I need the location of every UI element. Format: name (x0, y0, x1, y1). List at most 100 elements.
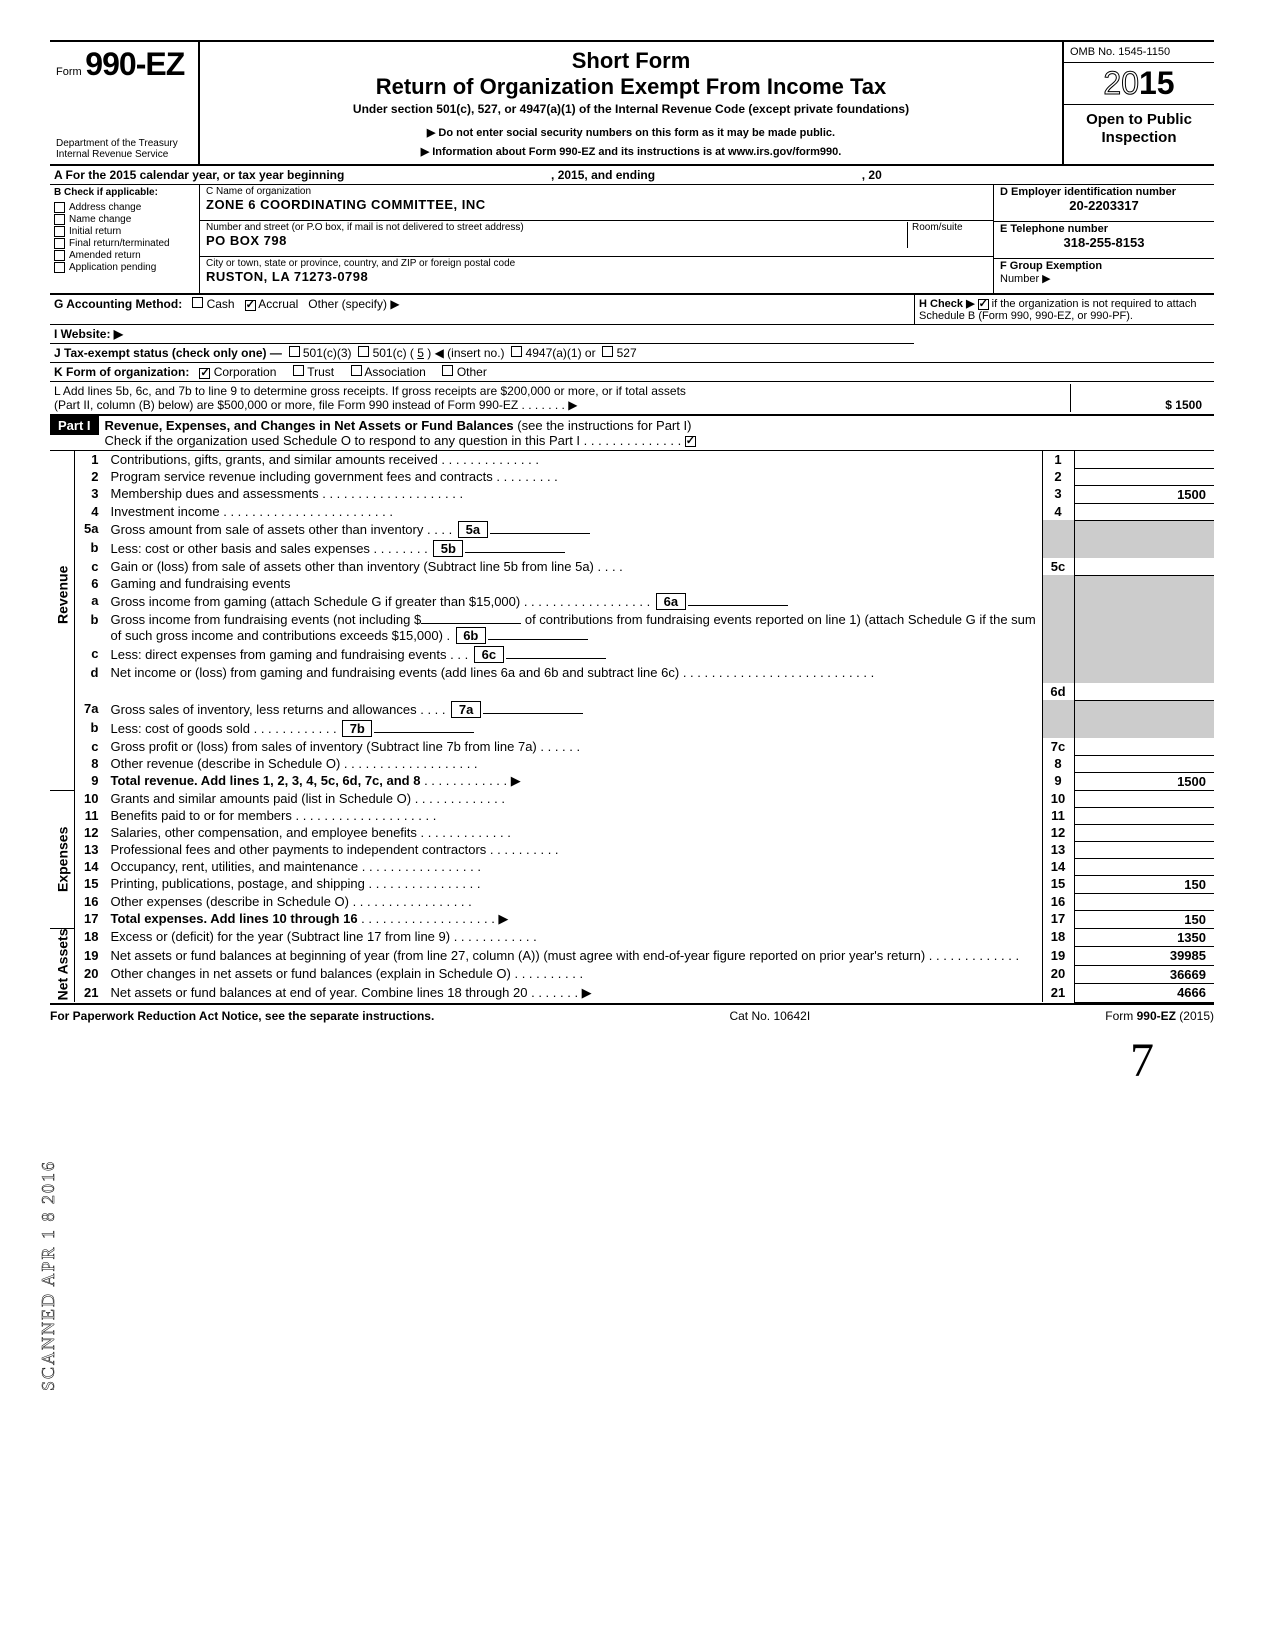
dept: Department of the Treasury Internal Reve… (56, 138, 192, 160)
chk-corp[interactable] (199, 368, 210, 379)
k-corp: Corporation (214, 365, 277, 379)
line-15: Printing, publications, postage, and shi… (111, 876, 373, 891)
k-assoc: Association (364, 365, 425, 379)
room-label: Room/suite (912, 222, 987, 233)
line-18: Excess or (deficit) for the year (Subtra… (111, 929, 451, 944)
sidelabel-expenses: Expenses (50, 790, 75, 928)
ein-value: 20-2203317 (1000, 198, 1208, 213)
line-11: Benefits paid to or for members (111, 808, 292, 823)
chk-address[interactable] (54, 202, 65, 213)
line-l1: L Add lines 5b, 6c, and 7b to line 9 to … (54, 384, 1070, 398)
chk-trust[interactable] (293, 365, 304, 376)
a-left: A For the 2015 calendar year, or tax yea… (54, 168, 344, 182)
line-l-val: 1500 (1175, 398, 1202, 412)
b-item: Application pending (69, 262, 156, 273)
line-7c: Gross profit or (loss) from sales of inv… (111, 739, 537, 754)
footer-right-year: (2015) (1176, 1009, 1214, 1023)
chk-amended[interactable] (54, 250, 65, 261)
title-main: Return of Organization Exempt From Incom… (208, 74, 1054, 100)
sidelabel-netassets: Net Assets (50, 928, 75, 1002)
line-h-label: H Check ▶ (919, 298, 975, 310)
year: 2015 (1064, 63, 1214, 105)
line-6: Gaming and fundraising events (107, 575, 1043, 592)
line-1: Contributions, gifts, grants, and simila… (111, 452, 446, 467)
line-g-label: G Accounting Method: (54, 297, 182, 311)
line-21: Net assets or fund balances at end of ye… (111, 985, 528, 1000)
dept2: Internal Revenue Service (56, 149, 192, 160)
chk-pending[interactable] (54, 262, 65, 273)
footer-left: For Paperwork Reduction Act Notice, see … (50, 1009, 434, 1023)
year-outline: 20 (1103, 65, 1139, 101)
c-name-label: C Name of organization (206, 186, 987, 197)
b-item: Initial return (69, 226, 121, 237)
org-name: ZONE 6 COORDINATING COMMITTEE, INC (206, 197, 987, 212)
line-6d: Net income or (loss) from gaming and fun… (111, 665, 680, 680)
chk-initial[interactable] (54, 226, 65, 237)
year-solid: 15 (1139, 65, 1175, 101)
part1-label: Part I (50, 416, 99, 435)
b-item: Address change (69, 202, 141, 213)
line-20: Other changes in net assets or fund bala… (111, 966, 519, 981)
chk-4947[interactable] (511, 346, 522, 357)
handwritten-7: 7 (50, 1033, 1214, 1088)
tel-value: 318-255-8153 (1000, 235, 1208, 250)
val-15: 150 (1074, 875, 1214, 893)
b-item: Final return/terminated (69, 238, 170, 249)
col-b: B Check if applicable: Address change Na… (50, 185, 200, 293)
line-8: Other revenue (describe in Schedule O) . (111, 756, 348, 771)
chk-part1[interactable] (685, 436, 696, 447)
k-other: Other (457, 365, 487, 379)
val-18: 1350 (1074, 928, 1214, 947)
val-9: 1500 (1074, 772, 1214, 790)
a-right: , 20 (862, 168, 882, 182)
footer-mid: Cat No. 10642I (729, 1009, 810, 1023)
j-501c3: 501(c)(3) (303, 346, 352, 360)
k-trust: Trust (307, 365, 334, 379)
header-center: Short Form Return of Organization Exempt… (200, 42, 1064, 164)
g-other: Other (specify) ▶ (308, 297, 399, 311)
part1-check: Check if the organization used Schedule … (105, 433, 581, 448)
header-left: Form 990-EZ Department of the Treasury I… (50, 42, 200, 164)
j-insert: ) ◀ (insert no.) (427, 346, 504, 360)
line-j-label: J Tax-exempt status (check only one) — (54, 346, 282, 360)
footer-right-form: 990-EZ (1137, 1009, 1176, 1023)
line-l2: (Part II, column (B) below) are $500,000… (54, 398, 518, 412)
subtitle: Under section 501(c), 527, or 4947(a)(1)… (208, 102, 1054, 116)
chk-527[interactable] (602, 346, 613, 357)
dept1: Department of the Treasury (56, 138, 192, 149)
chk-name[interactable] (54, 214, 65, 225)
line-17: Total expenses. Add lines 10 through 16 (111, 911, 358, 926)
part1-title: Revenue, Expenses, and Changes in Net As… (105, 418, 514, 433)
line-12: Salaries, other compensation, and employ… (111, 825, 417, 840)
line-6a: Gross income from gaming (attach Schedul… (111, 594, 528, 609)
org-addr: PO BOX 798 (206, 233, 907, 248)
line-3: Membership dues and assessments . (111, 486, 326, 501)
group-label: F Group Exemption (1000, 260, 1208, 272)
chk-other[interactable] (442, 365, 453, 376)
j-501c: 501(c) ( (373, 346, 414, 360)
header-block: B Check if applicable: Address change Na… (50, 185, 1214, 295)
chk-501c3[interactable] (289, 346, 300, 357)
form-label: Form (56, 66, 82, 78)
ein-label: D Employer identification number (1000, 186, 1208, 198)
b-item: Amended return (69, 250, 141, 261)
form-number: 990-EZ (85, 46, 184, 82)
line-4: Investment income (111, 504, 220, 519)
chk-accrual[interactable] (245, 300, 256, 311)
footer: For Paperwork Reduction Act Notice, see … (50, 1003, 1214, 1023)
scanned-stamp: SCANNED APR 1 8 2016 (38, 1160, 59, 1391)
j-5: 5 (417, 346, 424, 360)
c-addr-label: Number and street (or P.O box, if mail i… (206, 222, 907, 233)
inspection: Open to Public Inspection (1064, 105, 1214, 153)
chk-h[interactable] (978, 299, 989, 310)
main-table: Revenue 1Contributions, gifts, grants, a… (50, 451, 1214, 738)
b-label: B Check if applicable: (54, 187, 195, 198)
val-20: 36669 (1074, 965, 1214, 984)
chk-final[interactable] (54, 238, 65, 249)
line-5b: Less: cost or other basis and sales expe… (111, 541, 378, 556)
form-header: Form 990-EZ Department of the Treasury I… (50, 40, 1214, 166)
chk-cash[interactable] (192, 297, 203, 308)
chk-501c[interactable] (358, 346, 369, 357)
chk-assoc[interactable] (351, 365, 362, 376)
line-10: Grants and similar amounts paid (list in… (111, 791, 412, 806)
